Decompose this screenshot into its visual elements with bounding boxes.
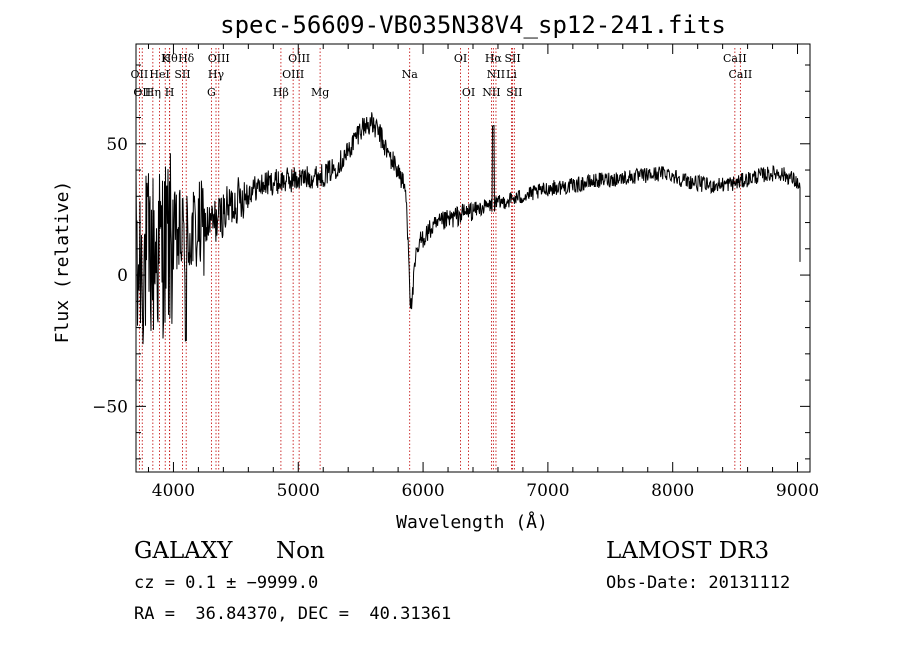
x-tick-label: 4000 (152, 481, 195, 501)
line-label: OIII (282, 68, 304, 81)
line-label: OII (131, 68, 149, 81)
x-axis-label: Wavelength (Å) (396, 511, 548, 533)
line-label: K (161, 52, 170, 65)
x-tick-label: 8000 (651, 481, 694, 501)
spectrum-line (135, 112, 801, 345)
emission-line-markers (138, 48, 741, 472)
line-label: Na (402, 68, 419, 81)
line-label: G (207, 86, 216, 99)
line-label: SII (506, 86, 522, 99)
line-label: Hθ (162, 52, 179, 65)
line-label: Mg (311, 86, 329, 99)
y-axis-label: Flux (relative) (52, 181, 73, 344)
y-axis: −50 0 50 (92, 64, 810, 460)
line-label: CaII (723, 52, 747, 65)
survey-name: LAMOST DR3 (606, 538, 770, 564)
x-tick-label: 5000 (277, 481, 320, 501)
plot-frame (135, 43, 811, 473)
y-tick-label: 0 (117, 266, 128, 286)
coordinates: RA = 36.84370, DEC = 40.31361 (134, 604, 452, 624)
line-label: H (165, 86, 175, 99)
line-label: NII (482, 86, 500, 99)
line-label: HeI (149, 68, 169, 81)
x-tick-label: 6000 (401, 481, 444, 501)
line-label: SII (174, 68, 190, 81)
y-tick-label: 50 (106, 135, 128, 155)
line-label: Li (506, 68, 517, 81)
observation-date: Obs-Date: 20131112 (606, 573, 791, 593)
x-tick-label: 9000 (776, 481, 819, 501)
line-label: OI (462, 86, 475, 99)
x-axis: 4000 5000 6000 7000 8000 9000 (147, 44, 819, 501)
line-label: OIII (208, 52, 230, 65)
x-tick-label: 7000 (526, 481, 569, 501)
line-label: Hδ (178, 52, 195, 65)
line-label: OIII (288, 52, 310, 65)
line-label: Hγ (208, 68, 225, 81)
line-label: OII (133, 86, 151, 99)
line-label: OI (454, 52, 467, 65)
line-label: Hα (485, 52, 503, 65)
object-class: GALAXY (134, 538, 233, 564)
line-label: Hβ (273, 86, 289, 99)
redshift-cz: cz = 0.1 ± −9999.0 (134, 573, 319, 593)
object-subclass: Non (276, 538, 325, 564)
line-label: SII (504, 52, 520, 65)
chart-title: spec-56609-VB035N38V4_sp12-241.fits (220, 11, 726, 39)
y-tick-label: −50 (92, 397, 128, 417)
line-label: Hη (145, 86, 161, 99)
line-label: NII (487, 68, 505, 81)
line-label: CaII (729, 68, 753, 81)
